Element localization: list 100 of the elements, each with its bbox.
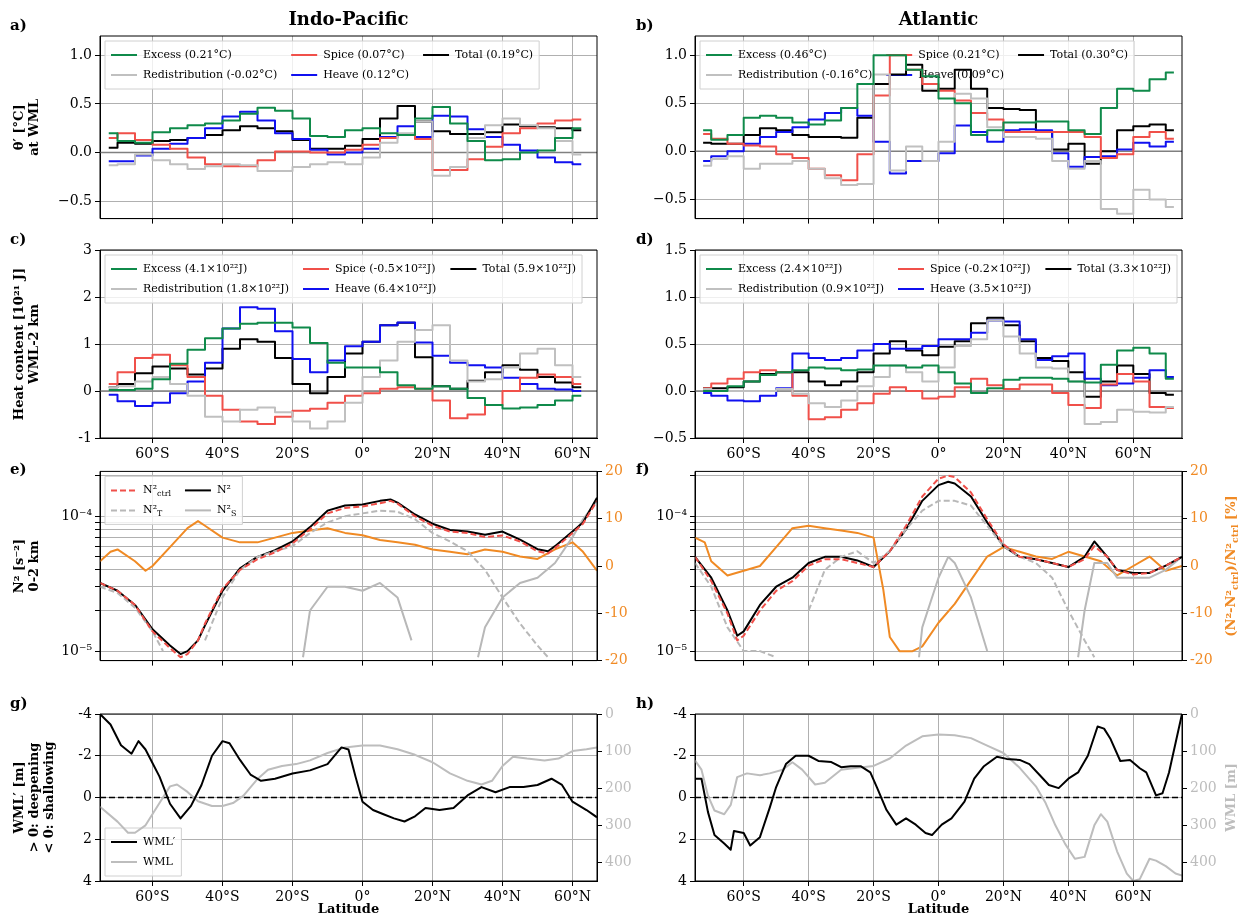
legend-label: Excess (0.46°C): [738, 47, 827, 61]
y-tick-label: -2: [673, 746, 687, 763]
legend-label: N²: [216, 483, 231, 497]
y-tick-label: 1.0: [664, 287, 687, 304]
y-tick-label: 0.5: [664, 334, 687, 351]
x-tick-label: 60°N: [553, 445, 592, 462]
y-tick-label: 0.0: [664, 141, 687, 158]
y-tick-label: 4: [83, 871, 93, 888]
x-tick-label: 20°N: [984, 888, 1022, 905]
x-tick-label: 40°S: [791, 445, 826, 462]
x-tick-label: 60°S: [135, 888, 170, 905]
legend-label: Redistribution (-0.02°C): [143, 67, 278, 81]
y-tick-label: 1.0: [664, 45, 687, 62]
x-tick-label: 60°S: [135, 445, 170, 462]
legend-label: WML: [143, 854, 174, 868]
y2-tick-label: 0: [1190, 556, 1199, 573]
y2-tick-label: 0: [605, 704, 614, 721]
x-tick-label: 60°S: [726, 888, 761, 905]
legend-label: Redistribution (0.9×10²²J): [738, 281, 884, 295]
y2-tick-label: 200: [1190, 778, 1217, 795]
legend-label: Heave (6.4×10²²J): [334, 281, 437, 295]
y2-tick-label: 10: [605, 509, 623, 526]
y-tick-label: 1.5: [664, 240, 687, 257]
legend-label: Excess (2.4×10²²J): [738, 261, 843, 275]
y-tick-label: 10⁻⁵: [61, 641, 93, 658]
x-tick-label: 20°S: [856, 888, 891, 905]
y-tick-label: −0.5: [653, 428, 687, 445]
text: a): [10, 15, 27, 34]
y2-tick-label: 300: [605, 815, 632, 832]
y2-tick-label: 100: [1190, 741, 1217, 758]
x-tick-label: 0°: [930, 445, 947, 462]
legend-label: Excess (0.21°C): [143, 47, 232, 61]
y-tick-label: 0.0: [664, 381, 687, 398]
y-tick-label: 3: [83, 240, 92, 257]
x-tick-label: 40°N: [483, 888, 522, 905]
y-tick-label: 1: [83, 334, 92, 351]
x-tick-label: 60°N: [1114, 445, 1152, 462]
y-tick-label: 0: [83, 381, 92, 398]
y-tick-label: 10⁻⁴: [656, 506, 688, 523]
legend-label: Heave (3.5×10²²J): [929, 281, 1032, 295]
x-tick-label: 60°S: [726, 445, 761, 462]
x-tick-label: 20°S: [856, 445, 891, 462]
text: e): [10, 459, 27, 478]
y-tick-label: -1: [78, 428, 92, 445]
y2-tick-label: -10: [1190, 603, 1213, 620]
x-tick-label: 20°N: [413, 445, 452, 462]
y-axis-title: Heat content [10²¹ J] WML-2 km: [11, 267, 42, 421]
legend-label: Spice (0.07°C): [323, 47, 405, 61]
legend-label: Excess (4.1×10²²J): [143, 261, 248, 275]
text: f): [636, 459, 650, 478]
y-axis-title: N² [s⁻²] 0-2 km: [11, 538, 42, 594]
legend-label: Total (0.19°C): [455, 47, 534, 61]
y2-tick-label: 10: [1190, 509, 1208, 526]
x-tick-label: 40°N: [1049, 445, 1087, 462]
x-tick-label: 40°N: [483, 445, 522, 462]
legend-label: WML′: [143, 834, 176, 848]
y-tick-label: 10⁻⁴: [61, 506, 93, 523]
y2-tick-label: 400: [605, 853, 632, 870]
y-tick-label: 0.5: [69, 94, 92, 111]
y2-tick-label: 0: [1190, 704, 1199, 721]
y-tick-label: 1.0: [69, 46, 92, 63]
chart-title: Indo-Pacific: [288, 7, 409, 29]
y2-tick-label: 400: [1190, 853, 1217, 870]
y-axis-title: θ′ [°C] at WML: [11, 98, 42, 156]
x-tick-label: 60°N: [553, 888, 592, 905]
y-tick-label: 2: [678, 829, 687, 846]
legend-label: Total (5.9×10²²J): [482, 261, 577, 275]
x-tick-label: 20°N: [413, 888, 452, 905]
legend-label: Redistribution (1.8×10²²J): [143, 281, 289, 295]
x-tick-label: 0°: [354, 445, 371, 462]
text: g): [10, 693, 28, 712]
y-tick-label: 0.0: [69, 143, 92, 160]
legend-label: Spice (0.21°C): [918, 47, 1000, 61]
x-tick-label: 40°S: [205, 888, 240, 905]
y2-tick-label: -20: [1190, 651, 1213, 668]
y-tick-label: 2: [83, 829, 92, 846]
x-tick-label: 20°S: [275, 888, 310, 905]
y-tick-label: −0.5: [653, 190, 687, 207]
y-tick-label: -4: [78, 704, 93, 721]
y-tick-label: 0: [678, 788, 687, 805]
y2-tick-label: 20: [605, 462, 623, 479]
x-tick-label: 40°S: [791, 888, 826, 905]
y-axis-title: WML′ [m] > 0: deepening < 0: shallowing: [11, 741, 57, 854]
legend-label: Heave (0.12°C): [323, 67, 410, 81]
y-tick-label: −0.5: [58, 191, 92, 208]
x-tick-label: 40°N: [1049, 888, 1087, 905]
text: b): [636, 15, 654, 34]
legend-label: Redistribution (-0.16°C): [738, 67, 873, 81]
chart-title: Atlantic: [897, 7, 979, 29]
y2-tick-label: 0: [605, 556, 614, 573]
legend-label: Total (0.30°C): [1050, 47, 1129, 61]
y2-tick-label: 100: [605, 741, 632, 758]
text: c): [10, 229, 27, 248]
x-tick-label: 40°S: [205, 445, 240, 462]
y-tick-label: 0.5: [664, 93, 687, 110]
x-tick-label: 60°N: [1114, 888, 1152, 905]
x-axis-title: Latitude: [317, 901, 380, 917]
y-tick-label: -2: [78, 746, 92, 763]
y2-tick-label: -20: [605, 651, 628, 668]
x-tick-label: 20°S: [275, 445, 310, 462]
